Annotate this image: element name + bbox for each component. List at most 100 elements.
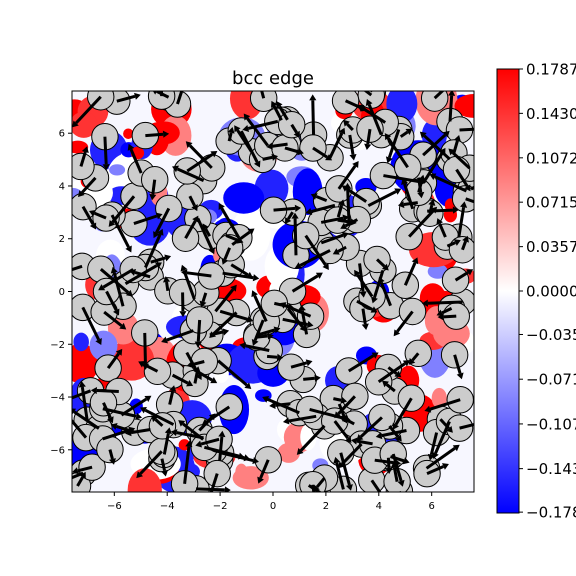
arrow-head [464, 184, 471, 192]
arrow-head [108, 219, 116, 227]
atom [420, 91, 449, 112]
displacement-arrow [451, 151, 471, 170]
displacement-arrow [333, 397, 342, 402]
arrow-head [481, 201, 488, 208]
arrow-head [428, 199, 436, 206]
arrow-head [151, 415, 158, 423]
arrow-head [385, 156, 393, 164]
arrow-head [238, 452, 245, 460]
arrow-head [287, 302, 294, 310]
atom [277, 110, 306, 139]
arrow-head [437, 313, 444, 321]
arrow-head [78, 381, 86, 388]
displacement-arrow [311, 484, 316, 492]
displacement-arrow [346, 188, 351, 221]
displacement-arrow [374, 458, 396, 465]
arrow-head [340, 222, 348, 230]
displacement-arrow [340, 443, 363, 466]
arrow-head [381, 380, 389, 388]
atom [249, 91, 278, 112]
displacement-arrow [304, 234, 327, 266]
displacement-arrow [379, 281, 392, 307]
arrow-head [72, 467, 79, 475]
arrow-head [251, 290, 258, 298]
arrow-head [314, 374, 321, 382]
arrow-head [452, 444, 460, 452]
arrow-head [403, 510, 410, 517]
arrow-head [322, 262, 329, 270]
arrow-head [161, 469, 169, 477]
displacement-arrow [403, 262, 417, 286]
arrow-head [445, 82, 452, 89]
arrow-head [436, 218, 443, 226]
arrow-head [127, 143, 135, 151]
arrow-head [247, 228, 255, 235]
colorbar-tick-label: 0.1430 [526, 105, 576, 123]
arrow-head [271, 100, 278, 108]
displacement-arrow [108, 449, 114, 460]
displacement-arrow [201, 292, 208, 303]
displacement-arrow [116, 94, 136, 103]
arrow-head [267, 332, 274, 340]
colorbar-ticks: 0.1787 0.1430 0.1072 0.0715 0.0357 0.0000 −0.0… [519, 61, 576, 522]
arrow-head [411, 257, 419, 265]
arrow-head [370, 296, 378, 304]
arrow-head [452, 206, 459, 214]
displacement-arrow [150, 256, 166, 264]
displacement-arrow [434, 175, 468, 193]
arrow-head [310, 193, 318, 200]
arrow-head [266, 142, 273, 150]
displacement-arrow [272, 105, 283, 121]
arrow-head [357, 104, 365, 112]
arrow-head [180, 269, 188, 277]
arrow-head [349, 153, 357, 161]
displacement-arrow [72, 264, 83, 272]
arrow-head [210, 376, 218, 384]
arrow-head [89, 209, 96, 217]
arrow-head [252, 274, 260, 282]
atom [155, 194, 183, 223]
displacement-arrow [72, 418, 88, 439]
arrow-head [332, 248, 340, 255]
field-patch [223, 182, 265, 214]
arrow-head [115, 348, 123, 356]
displacement-arrow [299, 424, 326, 452]
displacement-arrow [336, 204, 344, 218]
displacement-arrow [337, 165, 357, 190]
displacement-arrow [260, 91, 266, 99]
arrow-head [108, 458, 116, 465]
displacement-arrow [346, 123, 354, 131]
arrow-head [152, 91, 158, 95]
displacement-arrow [403, 183, 415, 210]
x-tick-label: −6 [107, 501, 122, 512]
colorbar-tick-label: −0.178 [526, 504, 576, 522]
arrow-head [393, 329, 401, 337]
atom [96, 435, 124, 464]
atom [143, 357, 172, 386]
displacement-arrow [356, 274, 374, 298]
displacement-arrow [96, 389, 119, 393]
displacement-arrow [443, 314, 457, 319]
arrow-head [164, 254, 172, 262]
field-patch [431, 387, 447, 409]
arrow-head [193, 366, 201, 373]
arrow-head [191, 204, 198, 212]
arrow-head [429, 173, 437, 180]
arrow-head [239, 342, 246, 350]
displacement-arrow [129, 148, 143, 174]
arrow-head [347, 60, 354, 67]
displacement-arrow [465, 197, 474, 204]
displacement-arrow [441, 307, 453, 315]
arrow-head [81, 146, 89, 154]
atom [147, 91, 176, 110]
displacement-arrow [134, 271, 151, 279]
arrow-head [110, 266, 118, 274]
displacement-arrows [72, 60, 488, 517]
y-tick-label: 2 [59, 234, 65, 245]
arrow-head [252, 457, 259, 465]
arrow-head [325, 154, 333, 161]
arrow-head [141, 363, 150, 370]
displacement-arrow [102, 268, 134, 289]
displacement-arrow [361, 106, 387, 124]
displacement-arrow [111, 195, 136, 224]
